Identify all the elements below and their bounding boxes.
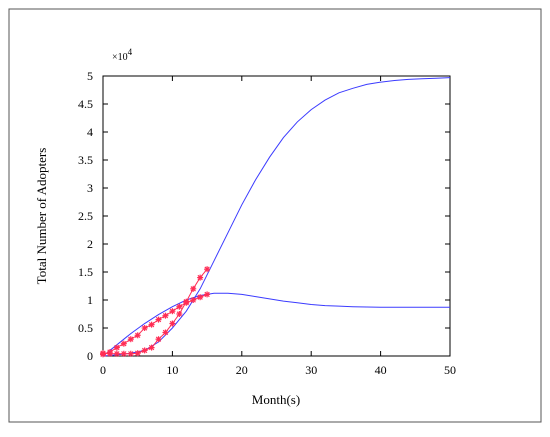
- y-tick-label: 3: [87, 181, 93, 195]
- series-line-2: [102, 292, 450, 357]
- data-point-marker: [204, 291, 211, 298]
- data-point-marker: [162, 312, 169, 319]
- data-point-marker: [100, 350, 106, 357]
- data-point-marker: [148, 321, 155, 328]
- data-point-marker: [120, 340, 127, 347]
- data-point-marker: [190, 285, 197, 292]
- series-layer: [100, 77, 451, 358]
- data-point-marker: [176, 311, 183, 317]
- x-tick-label: 10: [166, 363, 178, 377]
- y-tick-label: 2: [87, 237, 93, 251]
- series-line-1: [102, 77, 451, 357]
- data-point-marker: [169, 320, 176, 327]
- data-point-marker: [127, 350, 134, 357]
- x-tick-label: 30: [305, 363, 317, 377]
- y-tick-label: 1.5: [78, 265, 93, 279]
- x-tick-label: 40: [375, 363, 387, 377]
- plot-area: [102, 75, 451, 357]
- x-axis-title: Month(s): [252, 392, 300, 407]
- data-point-marker: [162, 329, 169, 336]
- data-point-marker: [134, 350, 141, 357]
- y-tick-label: 0: [87, 349, 93, 363]
- y-axis-title: Total Number of Adopters: [34, 148, 49, 285]
- y-axis-ticks: 0 0.5 1 1.5 2 2.5 3 3.5 4 4.5 5: [78, 69, 450, 363]
- x-axis-ticks: 0 10 20 30 40 50: [100, 76, 456, 377]
- data-point-marker: [190, 297, 197, 303]
- y-multiplier-label: ×104: [112, 47, 133, 63]
- data-point-marker: [134, 332, 141, 339]
- x-tick-label: 0: [100, 363, 106, 377]
- data-point-marker: [169, 308, 176, 315]
- data-point-marker: [113, 350, 120, 357]
- data-point-marker: [183, 298, 190, 305]
- y-tick-label: 2.5: [78, 209, 93, 223]
- y-tick-label: 4: [87, 125, 93, 139]
- data-point-marker: [106, 350, 113, 357]
- y-tick-label: 3.5: [78, 153, 93, 167]
- y-tick-label: 5: [87, 69, 93, 83]
- y-tick-label: 0.5: [78, 321, 93, 335]
- data-point-marker: [141, 325, 148, 331]
- data-point-marker: [148, 344, 155, 351]
- marker-series-line-3: [102, 293, 208, 355]
- x-tick-label: 20: [236, 363, 248, 377]
- data-point-marker: [197, 294, 204, 301]
- x-tick-label: 50: [444, 363, 456, 377]
- data-point-marker: [155, 336, 162, 343]
- data-point-marker: [176, 303, 183, 310]
- data-point-marker: [141, 347, 148, 354]
- outer-border: [8, 8, 542, 423]
- data-point-marker: [155, 316, 162, 323]
- data-point-marker: [204, 266, 211, 273]
- data-point-marker: [113, 344, 120, 351]
- marker-series-line-4: [102, 268, 208, 355]
- data-point-marker: [120, 350, 127, 357]
- y-tick-label: 4.5: [78, 97, 93, 111]
- data-point-marker: [197, 274, 204, 281]
- data-point-marker: [127, 336, 134, 343]
- y-tick-label: 1: [87, 293, 93, 307]
